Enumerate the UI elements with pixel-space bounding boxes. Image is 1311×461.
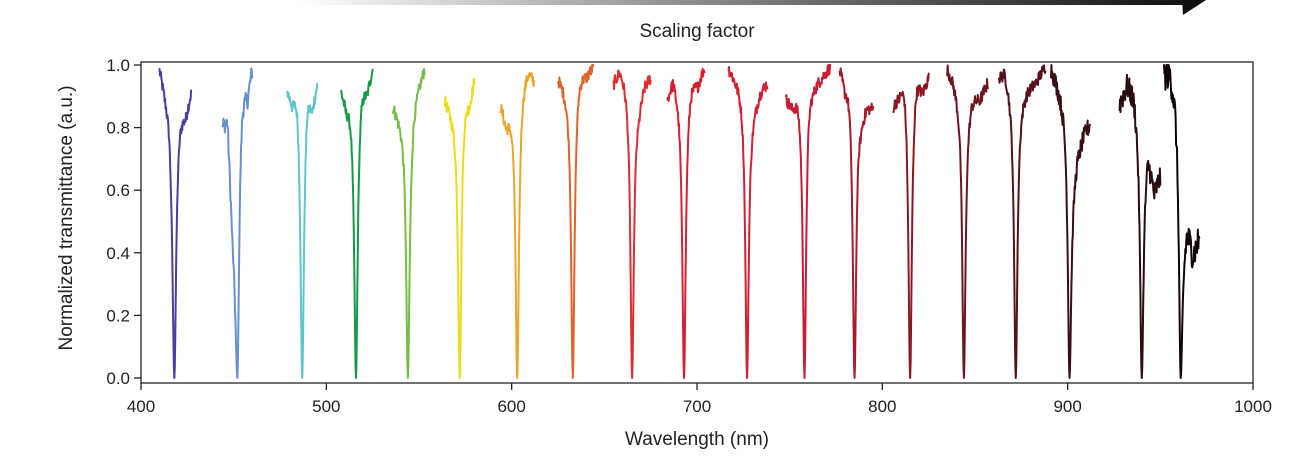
spectrum-18 (1118, 73, 1162, 379)
spectrum-8 (557, 64, 595, 379)
spectrum-13 (838, 67, 875, 379)
scaling-factor-annotation: Scaling factor (639, 21, 755, 42)
spectrum-3 (286, 82, 319, 379)
y-tick-label: 0.2 (106, 306, 130, 325)
y-axis: 0.0 0.2 0.4 0.6 0.8 1.0 (106, 56, 141, 388)
x-tick-label: 400 (127, 397, 155, 416)
spectrum-17 (1049, 64, 1091, 379)
x-tick-label: 600 (497, 397, 525, 416)
x-tick-label: 700 (683, 397, 711, 416)
x-tick-label: 1000 (1234, 397, 1272, 416)
spectrum-1 (158, 67, 193, 379)
spectrum-14 (892, 72, 930, 379)
spectrum-15 (946, 64, 989, 379)
x-tick-label: 900 (1053, 397, 1081, 416)
spectrum-5 (392, 68, 426, 379)
y-tick-label: 0.0 (106, 369, 130, 388)
spectrum-10 (666, 67, 706, 379)
x-axis: 400 500 600 700 800 900 1000 (127, 383, 1272, 416)
spectrum-11 (727, 66, 769, 379)
y-tick-label: 0.4 (106, 244, 130, 263)
y-tick-label: 0.6 (106, 181, 130, 200)
spectrum-12 (784, 64, 832, 379)
y-axis-title: Normalized transmittance (a.u.) (56, 85, 77, 350)
spectrum-2 (221, 67, 254, 379)
scaling-factor-arrow (300, 0, 1206, 15)
x-tick-label: 500 (312, 397, 340, 416)
series-layer (158, 64, 1201, 379)
x-axis-title: Wavelength (nm) (625, 429, 769, 450)
spectrum-7 (499, 72, 535, 379)
spectrum-19 (1163, 64, 1201, 379)
y-tick-label: 1.0 (106, 56, 130, 75)
spectrum-6 (443, 77, 476, 379)
spectrum-16 (998, 64, 1047, 379)
spectrum-4 (340, 68, 374, 379)
y-tick-label: 0.8 (106, 119, 130, 138)
spectrum-9 (612, 69, 652, 379)
x-tick-label: 800 (868, 397, 896, 416)
